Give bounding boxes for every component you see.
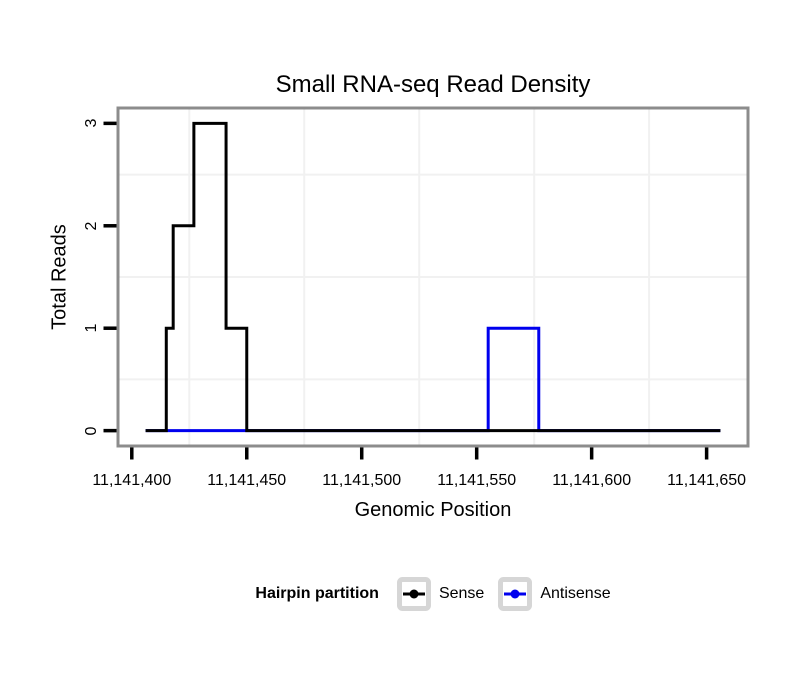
x-tick-mark — [589, 447, 594, 460]
y-tick-mark — [103, 326, 117, 330]
plot-area — [103, 106, 750, 460]
series-sense-line — [145, 121, 721, 433]
legend-label-antisense: Antisense — [540, 585, 611, 602]
y-tick-mark — [103, 121, 117, 126]
chart-title: Small RNA-seq Read Density — [275, 71, 591, 98]
x-tick-label: 11,141,500 — [322, 472, 402, 489]
y-tick-mark — [103, 428, 117, 433]
x-tick-mark — [359, 447, 364, 460]
y-tick-mark — [103, 224, 117, 228]
y-tick-label: 0 — [83, 426, 100, 436]
x-tick-label: 11,141,600 — [552, 472, 632, 489]
legend-entry-sense: Sense — [396, 577, 485, 611]
x-tick-mark — [245, 447, 249, 460]
sense-key-icon — [396, 577, 431, 611]
y-tick-label: 3 — [83, 118, 100, 128]
x-tick-label: 11,141,400 — [92, 472, 172, 489]
legend: Hairpin partition Sense Antisense — [0, 577, 810, 611]
antisense-key-icon — [498, 577, 533, 611]
legend-label-sense: Sense — [438, 585, 485, 602]
y-axis-title-text: Total Reads — [48, 224, 71, 330]
x-tick-mark — [704, 447, 709, 460]
legend-entry-antisense: Antisense — [498, 577, 611, 611]
panel-border — [116, 106, 750, 448]
x-tick-mark — [130, 447, 134, 460]
y-tick-label: 1 — [83, 323, 100, 333]
x-tick-mark — [474, 447, 479, 460]
x-tick-label: 11,141,650 — [667, 472, 747, 489]
x-tick-label: 11,141,450 — [207, 472, 287, 489]
x-tick-label: 11,141,550 — [437, 472, 517, 489]
legend-title: Hairpin partition — [255, 585, 379, 602]
y-tick-label: 2 — [83, 221, 100, 231]
x-axis-title: Genomic Position — [354, 499, 512, 521]
